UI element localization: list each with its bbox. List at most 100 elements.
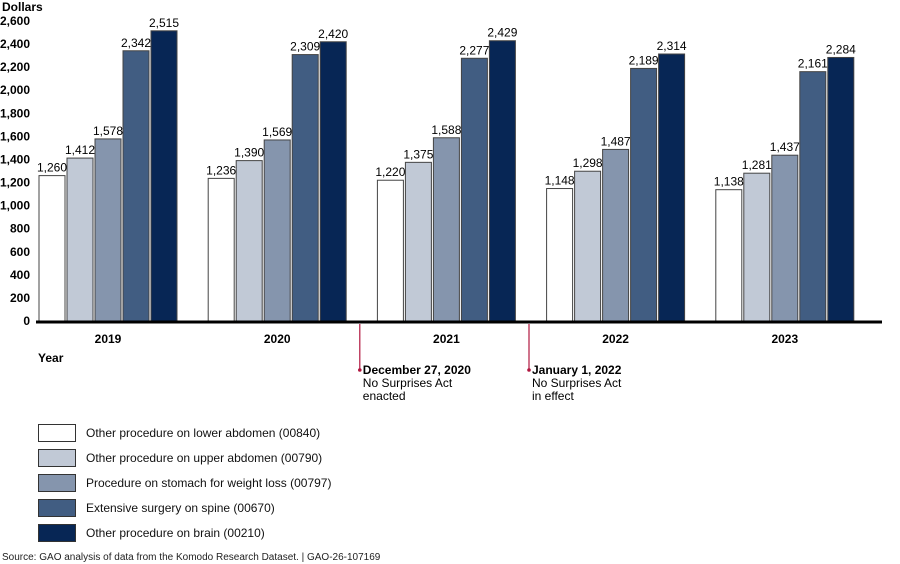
data-label: 1,412	[65, 143, 95, 157]
x-tick-label: 2020	[264, 332, 291, 346]
bar	[574, 170, 602, 322]
data-label: 1,569	[262, 125, 292, 139]
legend-label: Other procedure on brain (00210)	[86, 525, 265, 540]
legend-swatch	[38, 523, 76, 542]
y-axis-label: Dollars	[2, 0, 43, 14]
x-axis: 2019 2020 2021 2022 2023	[36, 320, 882, 346]
bar	[66, 157, 94, 322]
y-tick-label: 1,600	[0, 129, 30, 143]
annotation-marker	[527, 368, 531, 372]
bar	[546, 188, 574, 322]
bar	[291, 54, 319, 322]
y-tick-label: 400	[10, 268, 30, 282]
data-label: 2,515	[149, 16, 179, 30]
x-tick-label: 2019	[95, 332, 122, 346]
x-tick-label: 2021	[433, 332, 460, 346]
x-tick-label: 2022	[602, 332, 629, 346]
legend-swatch	[38, 473, 76, 492]
y-tick-label: 1,200	[0, 176, 30, 190]
data-label: 2,309	[290, 40, 320, 54]
data-label: 2,189	[629, 53, 659, 67]
y-tick-label: 2,600	[0, 14, 30, 28]
data-label: 2,314	[657, 39, 687, 53]
annotation-text: No Surprises Act	[363, 376, 453, 390]
data-label: 1,236	[206, 163, 236, 177]
annotation-text: No Surprises Act	[532, 376, 622, 390]
data-label: 1,437	[770, 140, 800, 154]
bar	[319, 41, 347, 322]
bar	[658, 53, 686, 322]
data-label: 1,588	[431, 123, 461, 137]
data-label: 1,298	[573, 156, 603, 170]
data-label: 1,138	[714, 175, 744, 189]
legend-item: Other procedure on upper abdomen (00790)	[38, 445, 331, 470]
y-tick-label: 600	[10, 245, 30, 259]
annotation-text: enacted	[363, 389, 406, 403]
annotation-marker	[358, 368, 362, 372]
legend-swatch	[38, 498, 76, 517]
bars: 1,260 1,412 1,578 2,342 2,515 1,236 1,390 1,569…	[37, 16, 856, 322]
bar	[150, 30, 178, 322]
bar	[460, 57, 488, 322]
bar	[743, 172, 771, 322]
x-axis-label: Year	[38, 351, 64, 365]
annotation-title: January 1, 2022	[532, 363, 622, 377]
y-tick-label: 800	[10, 222, 30, 236]
bar	[432, 137, 460, 322]
data-label: 1,487	[601, 134, 631, 148]
legend-swatch	[38, 423, 76, 442]
legend-label: Other procedure on upper abdomen (00790)	[86, 450, 323, 465]
bar	[122, 50, 150, 322]
y-tick-label: 1,000	[0, 199, 30, 213]
y-tick-label: 2,000	[0, 83, 30, 97]
bar-chart: 0 200 400 600 800 1,000 1,200 1,400 1,600 1,800 2,…	[0, 0, 882, 403]
bar	[404, 161, 432, 322]
bar	[235, 160, 263, 322]
y-tick-label: 2,200	[0, 60, 30, 74]
y-tick-label: 200	[10, 291, 30, 305]
legend-item: Procedure on stomach for weight loss (00…	[38, 470, 331, 495]
y-tick-label: 2,400	[0, 37, 30, 51]
bar	[799, 71, 827, 322]
legend-label: Procedure on stomach for weight loss (00…	[86, 475, 332, 490]
data-label: 2,420	[318, 27, 348, 41]
legend-item: Other procedure on brain (00210)	[38, 520, 331, 545]
y-axis: 0 200 400 600 800 1,000 1,200 1,400 1,600 1,800 2,…	[0, 14, 30, 328]
legend-label: Extensive surgery on spine (00670)	[86, 500, 275, 515]
data-label: 1,148	[545, 174, 575, 188]
legend: Other procedure on lower abdomen (00840)…	[38, 420, 331, 545]
data-label: 1,220	[375, 165, 405, 179]
data-label: 1,578	[93, 124, 123, 138]
bar	[376, 179, 404, 322]
source-note: Source: GAO analysis of data from the Ko…	[2, 552, 381, 563]
data-label: 1,375	[403, 147, 433, 161]
x-tick-label: 2023	[771, 332, 798, 346]
bar	[771, 154, 799, 322]
data-label: 2,342	[121, 36, 151, 50]
data-label: 2,277	[459, 43, 489, 57]
bar	[630, 67, 658, 322]
data-label: 1,260	[37, 161, 67, 175]
bar	[38, 175, 66, 322]
data-label: 2,429	[487, 26, 517, 40]
legend-item: Extensive surgery on spine (00670)	[38, 495, 331, 520]
data-label: 2,284	[826, 42, 856, 56]
y-tick-label: 1,800	[0, 106, 30, 120]
y-tick-label: 0	[23, 314, 30, 328]
y-tick-label: 1,400	[0, 152, 30, 166]
bar	[263, 139, 291, 322]
bar	[488, 40, 516, 322]
annotation-text: in effect	[532, 389, 574, 403]
legend-label: Other procedure on lower abdomen (00840)	[86, 425, 321, 440]
data-label: 2,161	[798, 57, 828, 71]
legend-swatch	[38, 448, 76, 467]
bar	[827, 56, 855, 322]
bar	[715, 189, 743, 322]
data-label: 1,390	[234, 146, 264, 160]
data-label: 1,281	[742, 158, 772, 172]
bar	[94, 138, 122, 322]
legend-item: Other procedure on lower abdomen (00840)	[38, 420, 331, 445]
annotation-title: December 27, 2020	[363, 363, 471, 377]
bar	[602, 148, 630, 322]
